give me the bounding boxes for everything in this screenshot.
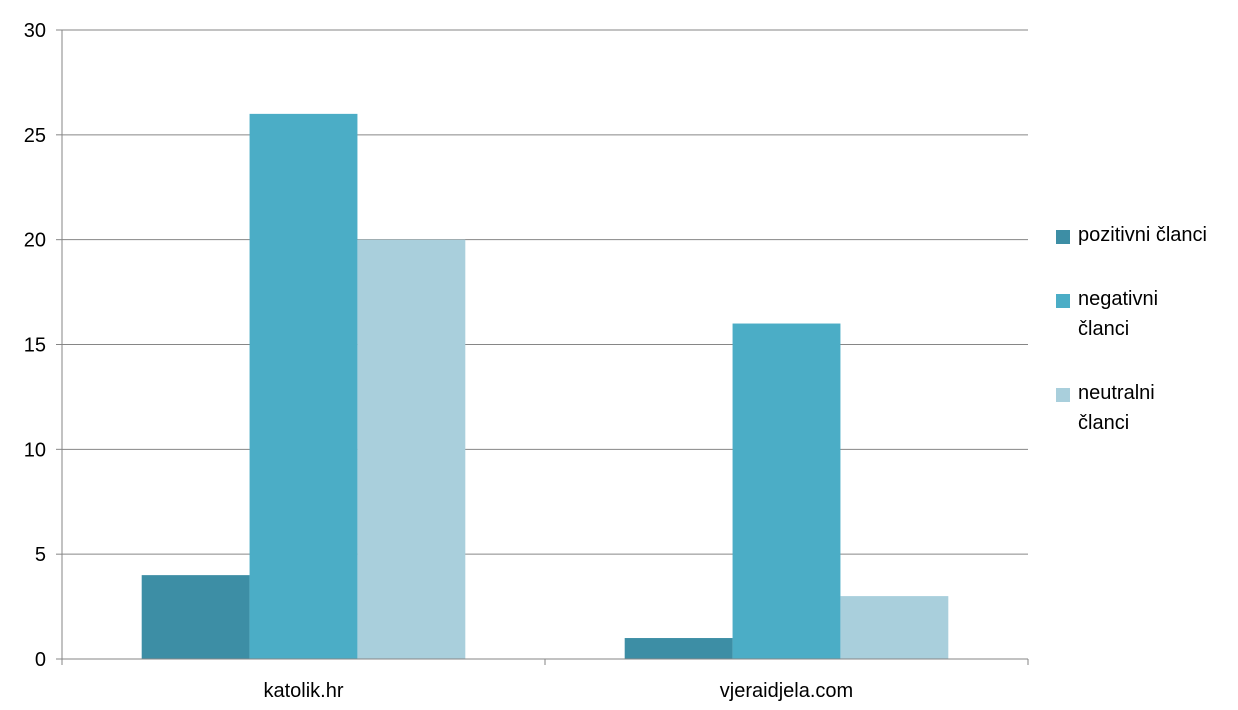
legend-label: negativni članci	[1078, 288, 1159, 340]
x-category-label: vjeraidjela.com	[720, 680, 853, 702]
bar	[732, 323, 841, 659]
legend-item-negativni: negativni članci	[1056, 284, 1190, 344]
legend-item-pozitivni: pozitivni članci	[1056, 220, 1236, 250]
bars	[141, 113, 949, 659]
bar	[357, 239, 466, 659]
legend-swatch-icon	[1056, 388, 1070, 402]
y-tick-label: 0	[35, 649, 46, 671]
y-tick-label: 30	[24, 20, 46, 42]
y-tick-label: 25	[24, 125, 46, 147]
gridlines	[62, 29, 1028, 555]
bar	[249, 113, 358, 659]
y-tick-label: 20	[24, 230, 46, 252]
y-tick-label: 5	[35, 544, 46, 566]
bar	[840, 596, 949, 659]
legend: pozitivni članci negativni članci neutra…	[1056, 220, 1236, 472]
axes	[56, 29, 1029, 665]
bar	[624, 638, 733, 659]
legend-swatch-icon	[1056, 230, 1070, 244]
legend-label: neutralni članci	[1078, 382, 1155, 434]
x-category-label: katolik.hr	[263, 680, 343, 702]
legend-swatch-icon	[1056, 294, 1070, 308]
y-tick-label: 15	[24, 335, 46, 357]
y-tick-labels: 0 5 10 15 20 25 30	[24, 20, 46, 671]
x-category-labels: katolik.hr vjeraidjela.com	[263, 680, 853, 702]
y-tick-label: 10	[24, 439, 46, 461]
legend-label: pozitivni članci	[1078, 224, 1207, 246]
legend-item-neutralni: neutralni članci	[1056, 378, 1190, 438]
bar	[141, 575, 250, 659]
